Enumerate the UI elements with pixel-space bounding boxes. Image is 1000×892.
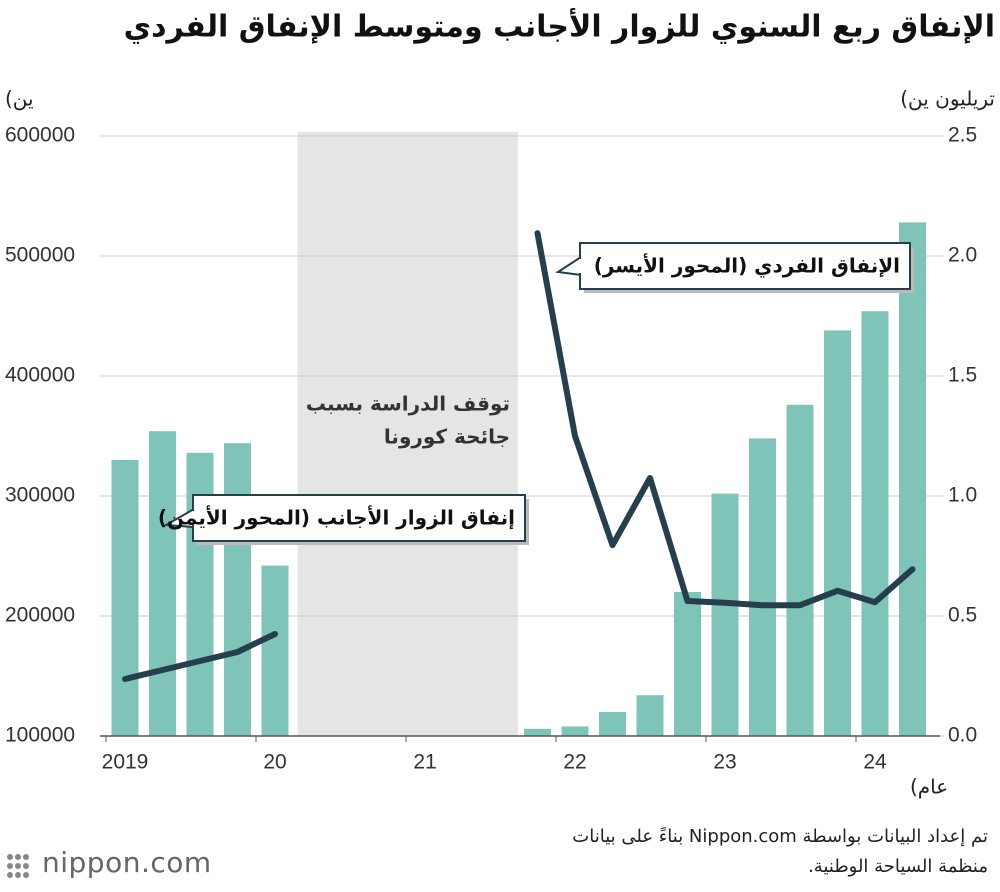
source-note: تم إعداد البيانات بواسطة Nippon.com بناء… xyxy=(572,826,988,877)
bar xyxy=(524,728,551,736)
legend-pointer-cover xyxy=(579,259,583,273)
bar xyxy=(224,443,251,736)
bar xyxy=(711,493,739,736)
bar xyxy=(674,592,701,736)
bar xyxy=(899,222,926,736)
x-tick-label: 22 xyxy=(563,751,586,774)
legend-item: الإنفاق الفردي (المحور الأيسر) xyxy=(555,242,914,293)
bar xyxy=(824,330,851,736)
y2-tick-label: 1.5 xyxy=(948,364,977,387)
legend-box xyxy=(579,242,911,290)
bar xyxy=(786,404,814,736)
x-tick-label: 2019 xyxy=(102,751,149,774)
y2-tick-label: 0.0 xyxy=(948,724,977,747)
x-tick-label: 21 xyxy=(413,751,436,774)
bar xyxy=(561,726,589,736)
legend-box xyxy=(192,494,526,542)
y2-tick-label: 0.5 xyxy=(948,604,977,627)
pandemic-shade xyxy=(297,132,518,736)
bar xyxy=(261,565,289,736)
y2-tick-label: 2.0 xyxy=(948,244,977,267)
bar xyxy=(749,438,776,736)
annotation: جائحة كورونا xyxy=(384,425,510,449)
x-tick-label: 20 xyxy=(263,751,286,774)
y-tick-label: 600000 xyxy=(5,124,75,147)
y2-tick-label: 1.0 xyxy=(948,484,977,507)
bar xyxy=(861,311,889,736)
legend-label: الإنفاق الفردي (المحور الأيسر) xyxy=(594,253,900,279)
y2-axis-label: تريليون ين) xyxy=(900,87,995,111)
legend-pointer-cover xyxy=(192,511,196,525)
y-tick-label: 400000 xyxy=(5,364,75,387)
y-tick-label: 300000 xyxy=(5,484,75,507)
line xyxy=(122,230,916,682)
bar xyxy=(636,695,664,736)
bar xyxy=(111,460,139,736)
y-axis-label: ين) xyxy=(5,87,34,111)
legend-item: إنفاق الزوار الأجانب (المحور الأيمن) xyxy=(158,494,529,545)
x-tick-label: 24 xyxy=(863,751,887,774)
chart-title: الإنفاق ربع السنوي للزوار الأجانب ومتوسط… xyxy=(124,8,995,45)
y-tick-label: 100000 xyxy=(5,724,75,747)
legend-pointer xyxy=(555,255,582,277)
bar xyxy=(149,431,176,736)
y-tick-label: 200000 xyxy=(5,604,75,627)
annotation: توقف الدراسة بسبب xyxy=(306,392,510,416)
y2-tick-label: 2.5 xyxy=(948,124,977,147)
legend-label: إنفاق الزوار الأجانب (المحور الأيمن) xyxy=(158,505,515,530)
x-tick-label: 23 xyxy=(713,751,736,774)
x-axis-label: عام) xyxy=(910,775,948,799)
logo-icon xyxy=(7,854,29,878)
y-tick-label: 500000 xyxy=(5,244,75,267)
logo: nippon.com xyxy=(42,846,212,879)
bar xyxy=(599,712,626,736)
